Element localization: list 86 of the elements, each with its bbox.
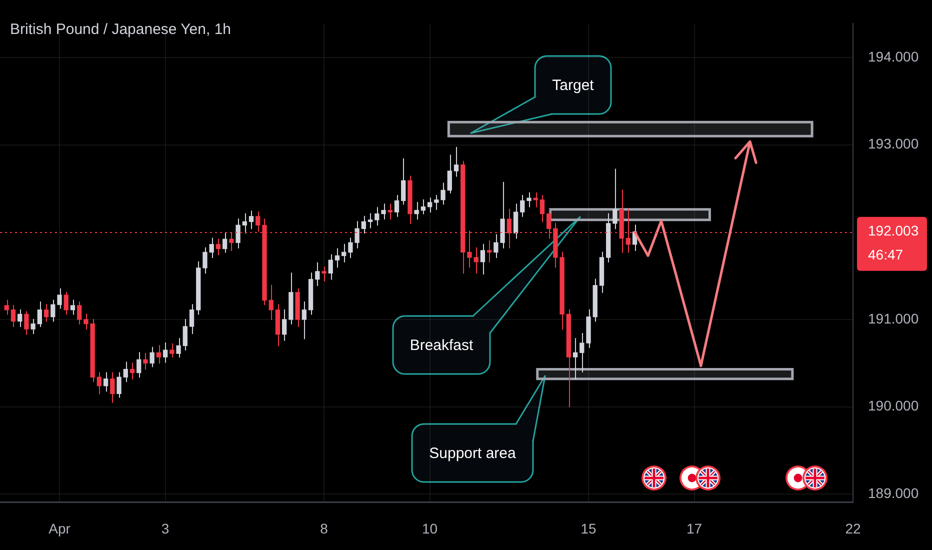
- x-tick-label: 22: [845, 520, 861, 536]
- candlestick: [315, 262, 320, 286]
- candlestick: [116, 372, 122, 398]
- candlestick: [18, 309, 22, 327]
- candlestick: [342, 244, 346, 262]
- y-tick-label: 194.000: [868, 48, 919, 64]
- candlestick: [434, 194, 439, 210]
- ref-line-label: 192.003: [868, 222, 919, 239]
- candlestick: [420, 199, 426, 214]
- candlestick: [37, 302, 42, 327]
- candlestick: [182, 318, 188, 351]
- candlestick: [580, 332, 584, 372]
- candlestick: [572, 338, 578, 380]
- candlestick: [414, 202, 419, 220]
- candlestick: [170, 343, 174, 358]
- candlestick: [447, 154, 452, 194]
- candlestick: [282, 309, 287, 341]
- candlestick: [236, 218, 240, 248]
- candlestick: [123, 362, 128, 382]
- candlestick: [334, 248, 340, 268]
- candlestick: [427, 198, 432, 213]
- candlestick: [10, 304, 16, 327]
- y-tick-label: 193.000: [868, 136, 919, 152]
- candlestick: [30, 318, 36, 334]
- candlestick: [150, 346, 154, 368]
- candlestick: [526, 192, 532, 208]
- candlestick: [50, 300, 56, 322]
- candlestick: [612, 168, 618, 230]
- candlestick: [248, 210, 254, 230]
- candlestick: [394, 194, 400, 217]
- candlestick: [533, 192, 538, 208]
- candlestick: [486, 240, 492, 262]
- candlestick: [96, 372, 102, 394]
- x-tick-label: 3: [161, 520, 170, 536]
- candlestick: [64, 292, 68, 315]
- candlestick: [268, 284, 274, 320]
- candlestick: [381, 204, 386, 220]
- x-tick-label: 15: [580, 520, 596, 536]
- candlestick: [361, 216, 366, 234]
- candlestick: [44, 304, 49, 322]
- y-tick-label: 190.000: [868, 398, 919, 414]
- candlestick: [222, 232, 228, 253]
- candlestick: [103, 372, 108, 392]
- x-tick-label: 8: [320, 520, 328, 536]
- candlestick: [454, 146, 459, 177]
- candlestick: [374, 207, 380, 226]
- candlestick: [176, 338, 181, 358]
- x-tick-label: 17: [686, 520, 702, 536]
- candlestick: [540, 194, 545, 222]
- candlestick: [4, 300, 9, 315]
- candlestick: [202, 247, 208, 274]
- candlestick: [70, 300, 76, 315]
- candlestick: [209, 238, 214, 258]
- candlestick: [156, 345, 162, 364]
- candlestick: [189, 304, 194, 334]
- x-tick-label: 10: [422, 520, 438, 536]
- candlestick: [77, 302, 82, 324]
- candlestick: [328, 254, 333, 280]
- candlestick: [130, 362, 135, 380]
- candlestick: [216, 238, 221, 256]
- candlestick: [242, 213, 247, 234]
- annotation: Breakfast: [410, 336, 474, 354]
- candlestick: [302, 302, 306, 340]
- y-tick-label: 189.000: [868, 485, 919, 501]
- x-tick-label: Apr: [48, 520, 71, 536]
- candlestick: [143, 353, 148, 370]
- candlestick: [440, 182, 446, 205]
- y-tick-label: 191.000: [868, 310, 919, 326]
- candlestick: [57, 288, 62, 309]
- candlestick: [368, 213, 373, 228]
- candlestick: [401, 158, 406, 205]
- annotation: Support area: [429, 444, 516, 462]
- candlestick: [513, 204, 518, 239]
- candlestick: [480, 244, 486, 275]
- candlestick: [474, 247, 478, 274]
- candlestick: [24, 311, 29, 335]
- chart-title: British Pound / Japanese Yen, 1h: [10, 21, 232, 38]
- candlestick: [136, 352, 142, 378]
- candlestick: [322, 266, 326, 282]
- candlestick: [388, 204, 392, 220]
- text: 46:47: [868, 246, 904, 263]
- candlestick: [162, 342, 168, 363]
- candlestick: [520, 194, 525, 217]
- annotation: Target: [552, 76, 594, 94]
- candlestick: [110, 372, 115, 403]
- candlestick: [256, 212, 260, 232]
